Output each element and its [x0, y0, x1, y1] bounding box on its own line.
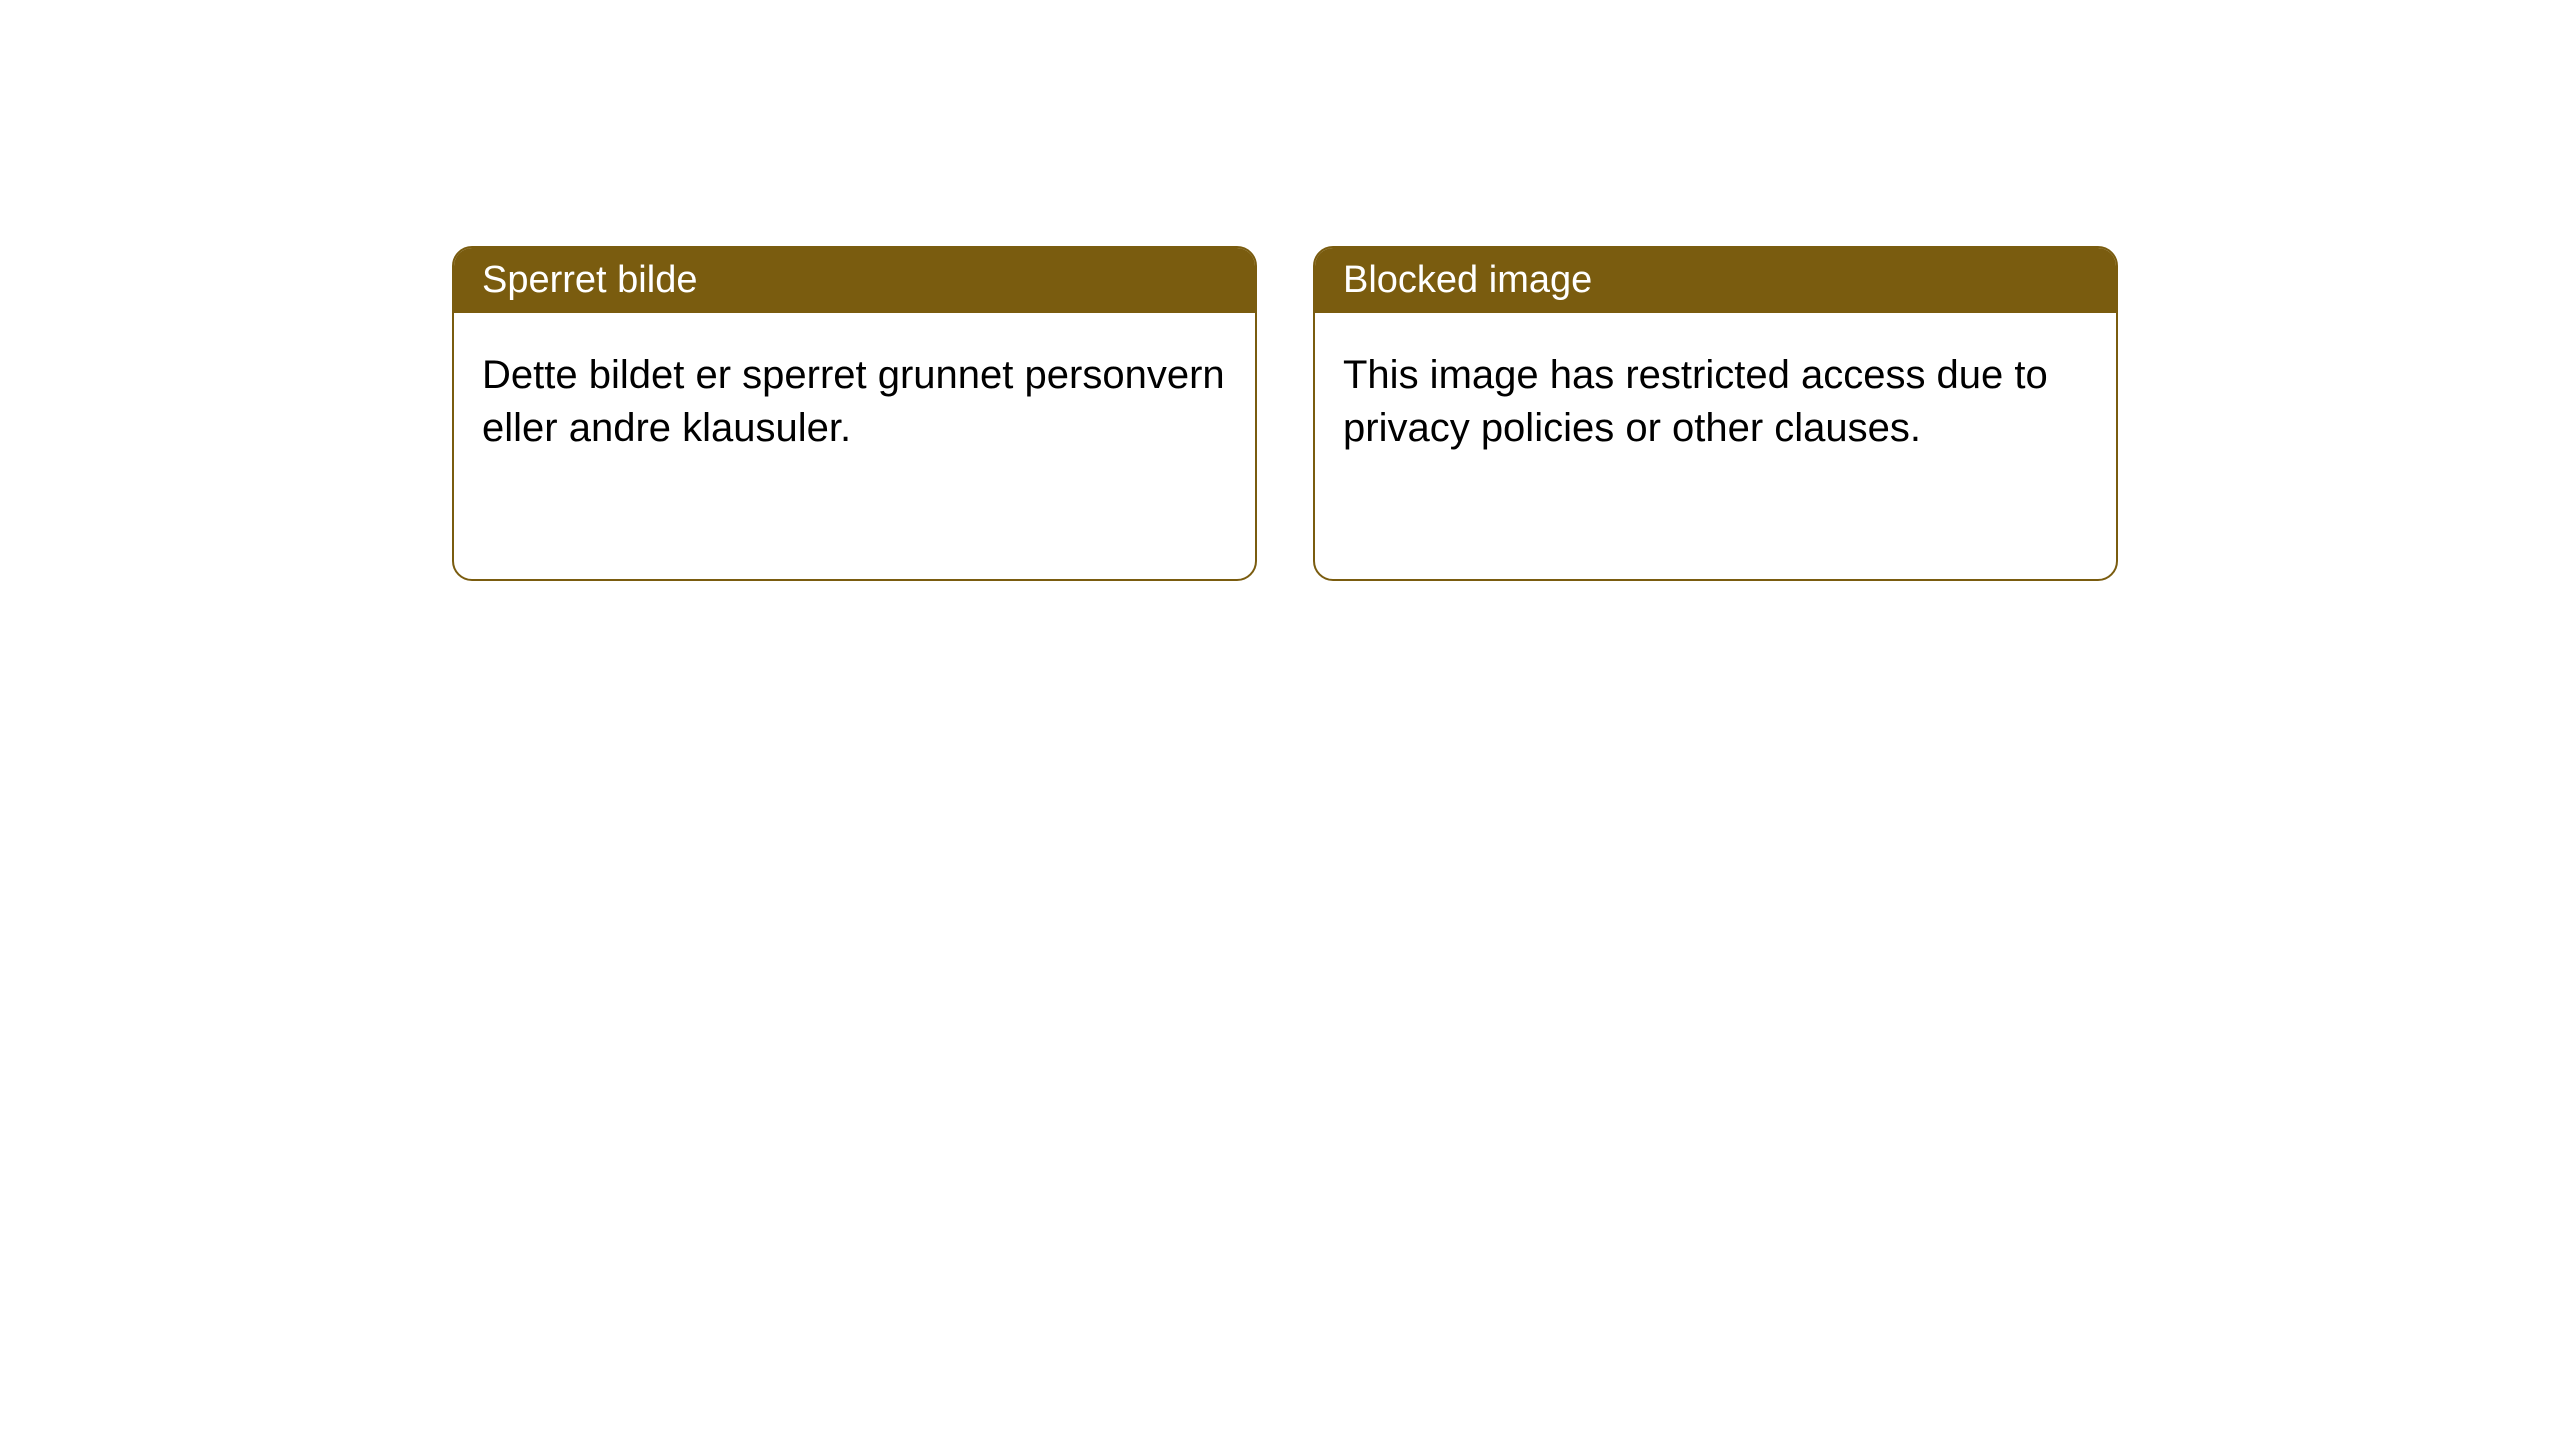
notice-card-norwegian: Sperret bilde Dette bildet er sperret gr…: [452, 246, 1257, 581]
card-title: Sperret bilde: [482, 259, 697, 301]
notice-cards-container: Sperret bilde Dette bildet er sperret gr…: [0, 0, 2560, 581]
card-body: This image has restricted access due to …: [1315, 313, 2116, 491]
card-header: Blocked image: [1315, 248, 2116, 313]
card-body: Dette bildet er sperret grunnet personve…: [454, 313, 1255, 491]
card-title: Blocked image: [1343, 259, 1592, 301]
card-body-text: This image has restricted access due to …: [1343, 353, 2048, 450]
card-body-text: Dette bildet er sperret grunnet personve…: [482, 353, 1225, 450]
card-header: Sperret bilde: [454, 248, 1255, 313]
notice-card-english: Blocked image This image has restricted …: [1313, 246, 2118, 581]
